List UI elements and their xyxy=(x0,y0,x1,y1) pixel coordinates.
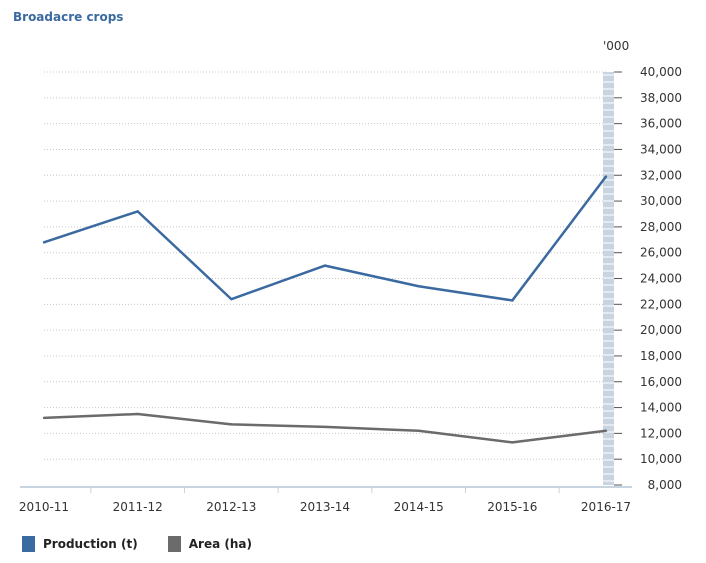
y-tick-label: 30,000 xyxy=(640,194,682,208)
y-tick-label: 34,000 xyxy=(640,142,682,156)
data-point xyxy=(136,210,139,213)
y-tick-label: 24,000 xyxy=(640,272,682,286)
y-tick-label: 12,000 xyxy=(640,426,682,440)
data-point xyxy=(604,429,608,432)
y-tick-label: 40,000 xyxy=(640,65,682,79)
data-point xyxy=(230,423,233,426)
y-tick-label: 14,000 xyxy=(640,401,682,415)
legend: Production (t) Area (ha) xyxy=(22,536,252,552)
legend-label-production: Production (t) xyxy=(43,537,138,551)
y-axis-unit-label: '000 xyxy=(603,39,629,53)
data-point xyxy=(42,416,46,420)
chart-title: Broadacre crops xyxy=(13,10,124,24)
y-tick-label: 18,000 xyxy=(640,349,682,363)
legend-item-production[interactable]: Production (t) xyxy=(22,536,138,552)
x-tick-label: 2014-15 xyxy=(394,500,444,514)
data-point xyxy=(136,412,139,416)
y-tick-label: 36,000 xyxy=(640,117,682,131)
data-point xyxy=(511,299,514,302)
y-tick-label: 22,000 xyxy=(640,297,682,311)
data-point xyxy=(42,241,46,244)
x-tick-label: 2015-16 xyxy=(487,500,537,514)
series-line-area xyxy=(43,412,607,444)
x-tick-label: 2011-12 xyxy=(113,500,163,514)
data-point xyxy=(511,441,514,444)
y-tick-label: 20,000 xyxy=(640,323,682,337)
y-tick-label: 16,000 xyxy=(640,375,682,389)
y-tick-label: 10,000 xyxy=(640,452,682,466)
x-tick-label: 2010-11 xyxy=(19,500,69,514)
legend-swatch-area xyxy=(167,536,181,552)
data-point xyxy=(323,264,327,267)
data-point xyxy=(230,297,233,301)
legend-item-area[interactable]: Area (ha) xyxy=(167,536,252,552)
data-point xyxy=(417,429,420,432)
data-point xyxy=(417,285,420,288)
x-tick-label: 2012-13 xyxy=(206,500,256,514)
y-tick-label: 8,000 xyxy=(648,478,682,492)
y-tick-label: 28,000 xyxy=(640,220,682,234)
x-tick-label: 2013-14 xyxy=(300,500,350,514)
y-tick-label: 32,000 xyxy=(640,168,682,182)
data-point xyxy=(323,425,327,429)
y-tick-label: 26,000 xyxy=(640,246,682,260)
data-point xyxy=(604,175,608,178)
series-line-production xyxy=(43,175,607,302)
x-tick-label: 2016-17 xyxy=(581,500,631,514)
y-tick-label: 38,000 xyxy=(640,91,682,105)
legend-label-area: Area (ha) xyxy=(188,537,252,551)
legend-swatch-production xyxy=(22,536,35,552)
